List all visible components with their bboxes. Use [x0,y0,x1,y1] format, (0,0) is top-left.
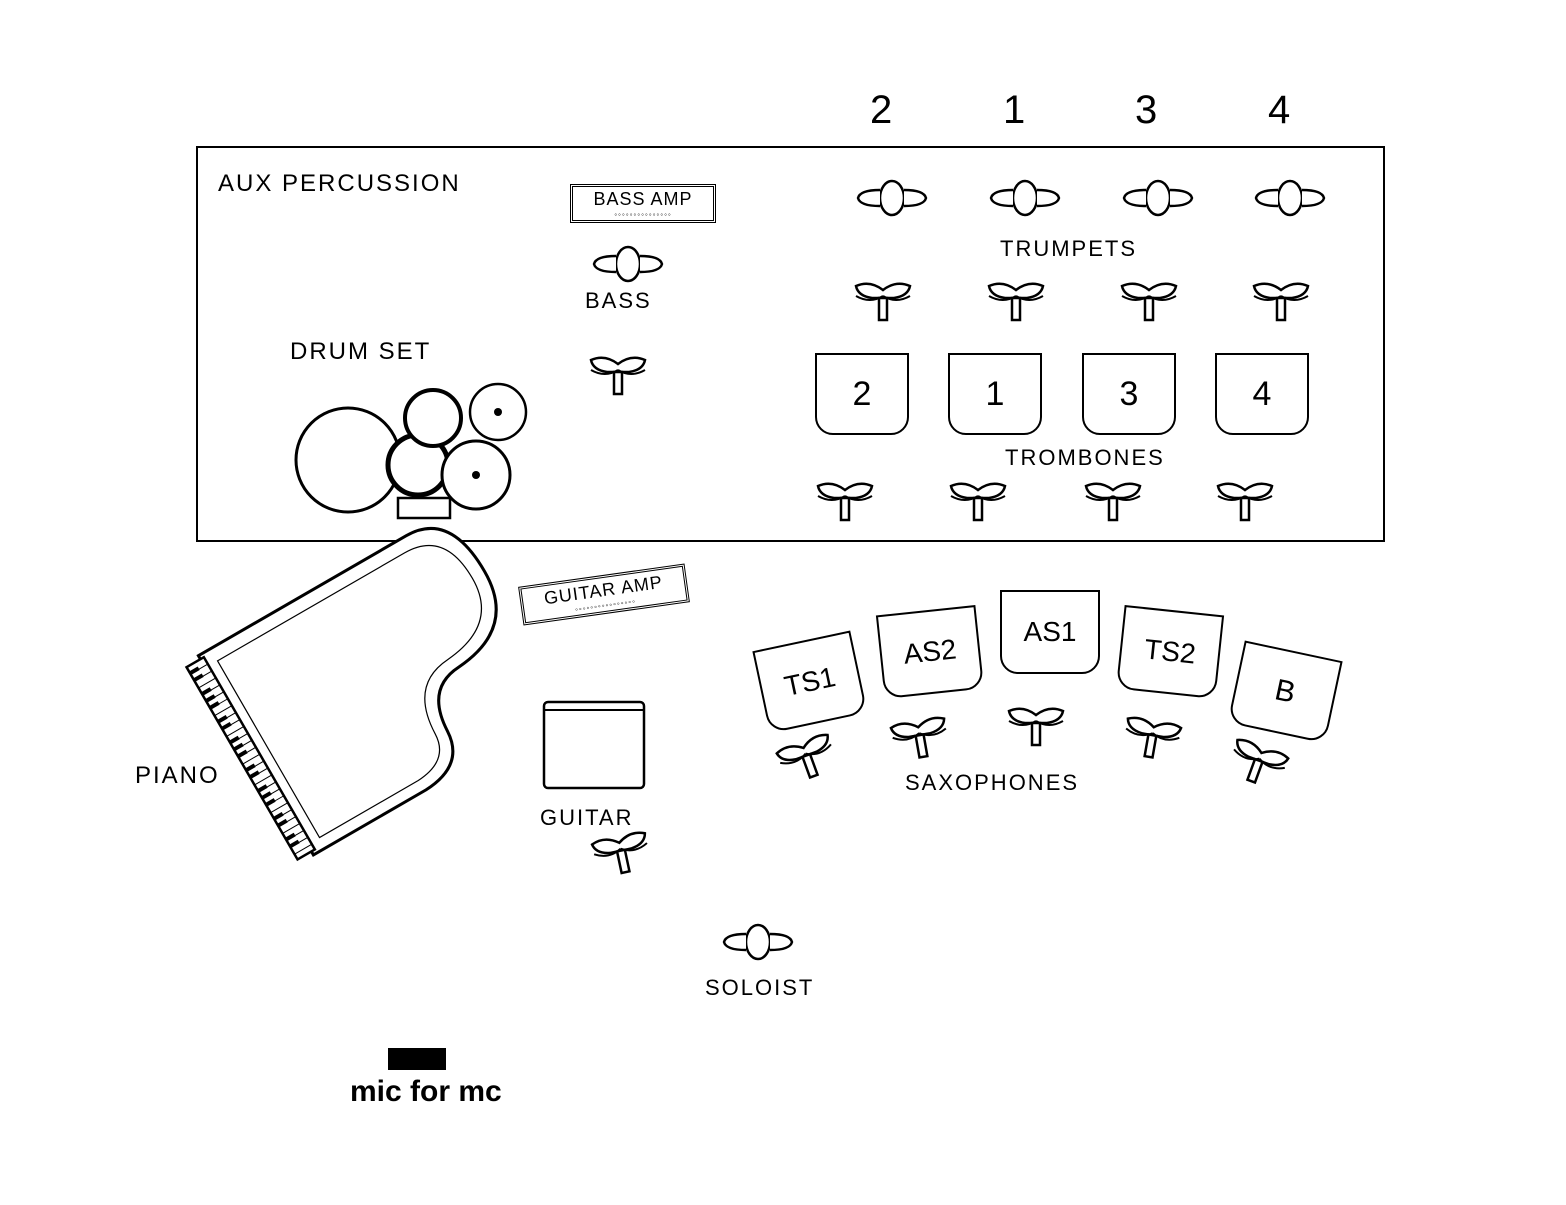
sax-stool-1 [768,725,849,800]
trombones-label: TROMBONES [1005,445,1165,471]
sax-stand-ts1-label: TS1 [782,661,839,703]
trombone-stool-bot-4 [1212,478,1282,538]
trombone-stand-4-label: 4 [1253,375,1272,414]
sax-stool-4 [1114,710,1189,777]
soloist-label: SOLOIST [705,975,814,1001]
bass-amp-label: BASS AMP [593,189,692,209]
trumpets-label: TRUMPETS [1000,236,1137,262]
sax-stool-2 [884,710,959,777]
trumpet-pos-3: 3 [1135,88,1157,133]
bass-stool [585,352,655,412]
soloist-chair [718,922,798,962]
trombone-stand-1-label: 1 [986,375,1005,414]
sax-stand-ts2: TS2 [1116,605,1224,699]
sax-stool-3 [1003,703,1069,759]
aux-percussion-label: AUX PERCUSSION [218,170,461,198]
bass-chair [588,244,668,284]
trumpet-chair-3 [1118,178,1198,218]
trumpet-chair-1 [852,178,932,218]
piano-label: PIANO [135,762,220,790]
guitar-stool [585,823,666,896]
trumpet-chair-2 [985,178,1065,218]
saxophones-label: SAXOPHONES [905,770,1079,796]
trombone-stand-2: 2 [815,353,909,435]
trombone-stand-4: 4 [1215,353,1309,435]
trumpet-pos-2: 2 [870,88,892,133]
bass-label: BASS [585,288,652,314]
trombone-stand-3: 3 [1082,353,1176,435]
trumpet-pos-4: 4 [1268,88,1290,133]
guitar-amp: GUITAR AMP ◦◦◦◦◦◦◦◦◦◦◦◦◦◦◦◦ [518,563,690,625]
sax-stand-ts1: TS1 [752,631,867,734]
bass-amp: BASS AMP ◦◦◦◦◦◦◦◦◦◦◦◦◦◦◦ [570,184,716,223]
trumpet-chair-4 [1250,178,1330,218]
sax-stand-as2: AS2 [876,605,984,699]
sax-stand-ts2-label: TS2 [1143,633,1197,670]
trombone-stool-top-4 [1248,278,1318,338]
trombone-stool-top-1 [850,278,920,338]
trumpet-pos-1: 1 [1003,88,1025,133]
mic-for-mc-block [388,1048,446,1070]
sax-stand-as1-label: AS1 [1024,616,1077,648]
trombone-stool-top-2 [983,278,1053,338]
trombone-stool-bot-3 [1080,478,1150,538]
sax-stand-b: B [1227,641,1342,744]
stage-plot: 2 1 3 4 AUX PERCUSSION TRUMPETS TROMBONE… [0,0,1566,1205]
mic-for-mc-label: mic for mc [350,1075,502,1109]
trombone-stool-bot-2 [945,478,1015,538]
trombone-stand-2-label: 2 [853,375,872,414]
drum-set-label: DRUM SET [290,338,431,366]
trombone-stand-1: 1 [948,353,1042,435]
sax-stand-as2-label: AS2 [902,633,958,670]
trombone-stand-3-label: 3 [1120,375,1139,414]
trombone-stool-top-3 [1116,278,1186,338]
trombone-stool-bot-1 [812,478,882,538]
sax-stand-as1: AS1 [1000,590,1100,674]
sax-stool-5 [1215,730,1296,805]
guitar-label: GUITAR [540,805,633,831]
sax-stand-b-label: B [1272,673,1299,710]
